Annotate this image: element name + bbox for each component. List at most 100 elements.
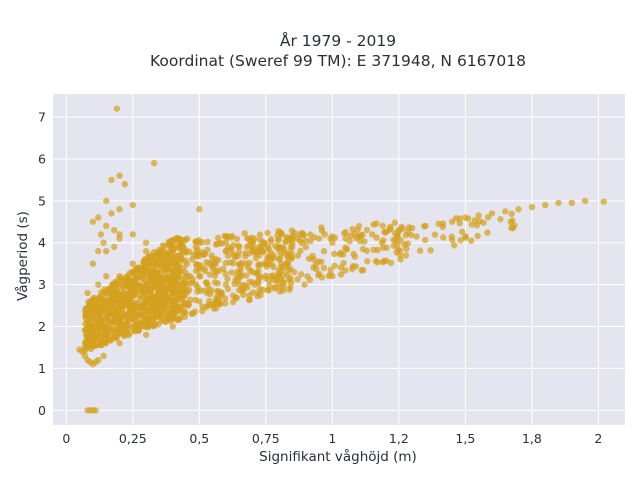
data-point [299, 231, 307, 239]
data-point [106, 336, 113, 343]
data-point [162, 258, 169, 266]
data-point [515, 206, 522, 213]
y-tick-label: 2 [38, 319, 46, 334]
data-point [95, 323, 102, 330]
data-point [267, 236, 275, 243]
data-point [224, 233, 231, 241]
data-point [157, 247, 165, 255]
data-point [294, 252, 302, 259]
x-tick-label: 0,75 [252, 431, 280, 446]
data-point [255, 261, 262, 268]
data-point [129, 289, 137, 297]
data-point [121, 180, 129, 188]
data-point [212, 241, 220, 248]
data-point [237, 263, 245, 270]
data-point [110, 243, 118, 251]
data-point [259, 286, 267, 294]
data-point [448, 233, 455, 240]
data-point [138, 312, 145, 319]
data-point [194, 245, 201, 253]
data-point [474, 232, 481, 240]
data-point [116, 327, 123, 334]
data-point [222, 247, 230, 255]
data-point [275, 256, 283, 263]
data-point [318, 274, 326, 281]
y-tick-label: 4 [38, 235, 46, 250]
data-point [327, 266, 334, 273]
data-point [194, 288, 201, 295]
y-tick-label: 3 [38, 277, 46, 292]
data-point [221, 300, 229, 307]
data-point [182, 273, 190, 280]
data-point [147, 252, 154, 259]
data-point [329, 233, 336, 240]
data-point [541, 201, 549, 209]
data-point [150, 322, 157, 329]
data-point [169, 289, 176, 297]
data-point [342, 246, 350, 253]
data-point [103, 222, 110, 230]
data-point [359, 266, 367, 274]
plot-area [53, 94, 625, 425]
data-point [222, 270, 229, 278]
data-point [440, 234, 447, 241]
data-point [142, 298, 150, 305]
data-point [215, 256, 222, 264]
data-point [172, 243, 180, 251]
data-point [193, 252, 201, 260]
data-point [159, 242, 167, 249]
data-point [329, 272, 336, 280]
y-tick-label: 0 [38, 403, 46, 418]
data-point [304, 273, 311, 280]
data-point [242, 282, 249, 289]
data-point [229, 260, 237, 267]
data-point [216, 290, 223, 297]
data-point [168, 297, 176, 305]
data-point [104, 310, 111, 318]
data-point [96, 294, 103, 302]
data-point [169, 281, 176, 288]
data-point [222, 281, 230, 288]
data-point [112, 278, 119, 286]
data-point [265, 286, 272, 293]
data-point [150, 310, 158, 317]
data-point [133, 275, 140, 282]
data-point [169, 260, 176, 267]
data-point [249, 268, 256, 276]
data-point [89, 310, 97, 318]
data-point [100, 352, 107, 360]
data-point [129, 323, 137, 330]
data-point [305, 255, 313, 262]
data-point [275, 235, 282, 243]
data-point [95, 247, 102, 255]
data-point [331, 262, 338, 269]
data-point [201, 287, 208, 294]
data-point [215, 299, 222, 306]
data-point [331, 250, 338, 258]
data-point [402, 231, 410, 239]
data-point [184, 300, 191, 307]
data-point [108, 322, 116, 329]
data-point [182, 257, 189, 264]
data-point [173, 303, 180, 310]
data-point [174, 316, 182, 323]
data-point [363, 226, 371, 234]
data-point [103, 197, 110, 205]
data-point [249, 239, 256, 246]
x-tick-label: 0,25 [119, 431, 147, 446]
data-point [147, 295, 155, 302]
chart-subtitle: Koordinat (Sweref 99 TM): E 371948, N 61… [150, 52, 526, 70]
data-point [138, 322, 145, 329]
data-point [435, 220, 442, 228]
data-point [123, 312, 131, 319]
data-point [488, 210, 496, 217]
data-point [113, 309, 121, 317]
data-point [202, 279, 210, 286]
data-point [129, 306, 137, 313]
y-axis-title: Vågperiod (s) [14, 211, 31, 301]
data-point [142, 247, 150, 255]
data-point [143, 266, 151, 274]
data-point [391, 219, 399, 226]
data-point [249, 247, 256, 255]
